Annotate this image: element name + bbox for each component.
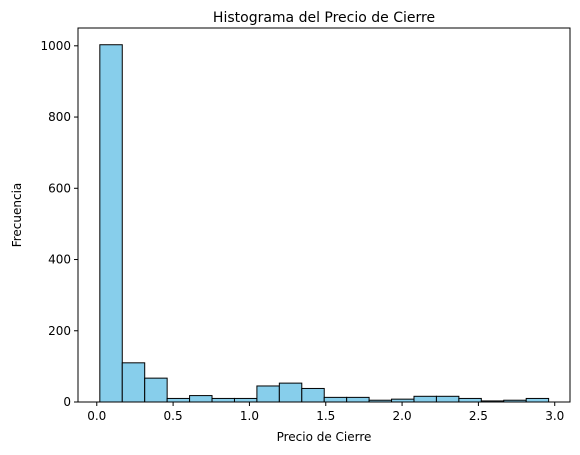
y-tick-label: 200 <box>48 324 71 338</box>
x-tick-label: 1.5 <box>316 409 335 423</box>
histogram-bar <box>211 397 235 403</box>
y-tick-label: 800 <box>48 110 71 124</box>
x-tick-label: 0.5 <box>164 409 183 423</box>
y-tick-label: 1000 <box>40 39 71 53</box>
histogram-bar <box>323 396 348 403</box>
x-axis-label: Precio de Cierre <box>277 430 372 444</box>
x-tick-label: 0.0 <box>87 409 106 423</box>
histogram-bar <box>346 396 370 403</box>
chart-title: Histograma del Precio de Cierre <box>213 10 435 26</box>
histogram-bar <box>435 395 460 403</box>
y-tick-label: 600 <box>48 181 71 195</box>
histogram-bar <box>121 362 146 403</box>
y-tick-label: 400 <box>48 253 71 267</box>
plot-area-frame <box>77 27 571 403</box>
histogram-bar <box>413 395 437 403</box>
histogram-bar <box>189 395 213 403</box>
histogram-bar <box>166 397 191 403</box>
histogram-bar <box>525 397 550 403</box>
histogram-bar <box>233 397 258 403</box>
x-tick-label: 3.0 <box>545 409 564 423</box>
histogram-bar <box>458 397 482 403</box>
x-tick-label: 2.5 <box>469 409 488 423</box>
histogram-bar <box>144 377 168 403</box>
x-axis-ticks: 0.0 0.5 1.0 1.5 2.0 2.5 3.0 <box>87 402 564 423</box>
histogram-bar <box>256 385 280 403</box>
y-axis-ticks: 0 200 400 600 800 1000 <box>40 39 78 409</box>
bars-group <box>99 44 550 403</box>
y-tick-label: 0 <box>63 395 71 409</box>
histogram-bar <box>278 382 303 403</box>
x-tick-label: 1.0 <box>240 409 259 423</box>
x-tick-label: 2.0 <box>393 409 412 423</box>
histogram-bar <box>301 387 325 403</box>
y-axis-label: Frecuencia <box>10 183 24 248</box>
histogram-bar <box>99 44 123 403</box>
